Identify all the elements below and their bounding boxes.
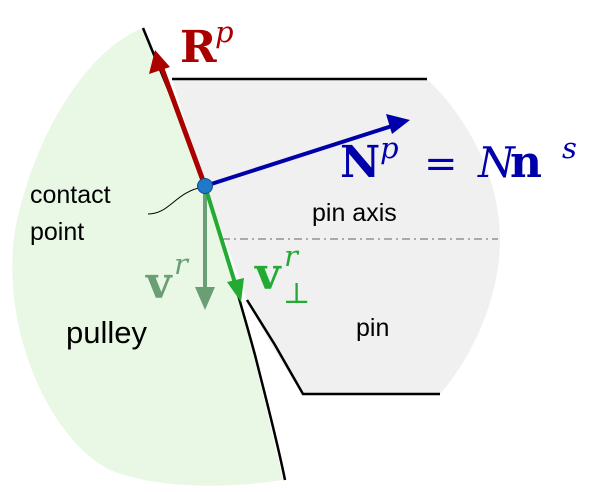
pulley-label: pulley	[66, 315, 147, 350]
contact-point-leader	[147, 186, 204, 215]
N-symbol: N	[340, 137, 380, 188]
v-perp-arrow-head	[227, 278, 244, 302]
v-perp-arrow-shaft	[203, 185, 237, 284]
v-perp-vector-label: v r ⊥	[254, 239, 310, 310]
N-scalar: N	[477, 138, 516, 187]
pulley-region	[12, 28, 283, 486]
pin-axis-label: pin axis	[312, 199, 397, 227]
v-perp-subscript: ⊥	[283, 276, 310, 310]
R-arrow-shaft	[158, 65, 208, 187]
pin-label: pin	[356, 314, 389, 342]
R-symbol: R	[180, 22, 217, 73]
R-arrow-head	[149, 50, 170, 74]
R-superscript: p	[215, 15, 234, 49]
pin-bottom-edge	[245, 299, 440, 396]
N-superscript: p	[380, 131, 399, 165]
pin-region	[172, 79, 500, 394]
contact-label-line1: contact	[30, 181, 111, 209]
v-arrow-head	[195, 287, 215, 310]
v-perp-superscript: r	[284, 239, 300, 273]
v-superscript: r	[174, 247, 190, 281]
v-symbol: v	[145, 258, 173, 309]
contact-point-dot	[197, 178, 213, 194]
N-arrow-shaft	[204, 124, 393, 188]
N-unit: n	[510, 137, 542, 188]
N-unit-superscript: s	[562, 131, 577, 165]
contact-label-line2: point	[30, 218, 84, 246]
N-equals: =	[424, 141, 458, 187]
v-perp-symbol: v	[254, 249, 282, 300]
R-vector-label: R p	[180, 15, 234, 73]
N-vector-label: N p = N n s	[340, 131, 577, 188]
v-vector-label: v r	[145, 247, 190, 309]
N-arrow-head	[386, 114, 410, 134]
